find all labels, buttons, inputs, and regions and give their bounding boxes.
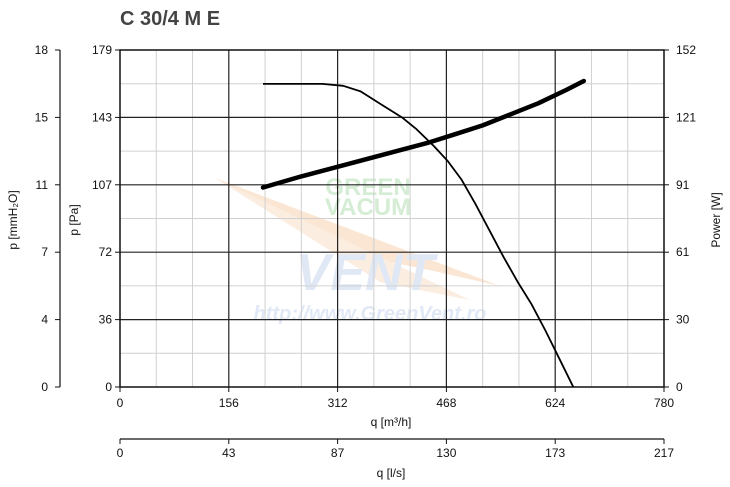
x-tick-label: 156 — [219, 396, 239, 410]
y-tick-label: 36 — [99, 313, 113, 327]
y-tick-label: 179 — [92, 43, 112, 57]
left-outer-axis: 0 4 7 11 15 18 — [35, 43, 61, 394]
y-outer-tick-label: 0 — [41, 380, 48, 394]
y-outer-tick-label: 4 — [41, 313, 48, 327]
watermark-arrow-shape — [215, 178, 500, 286]
y-outer-tick-label: 7 — [41, 245, 48, 259]
y2-axis-label: Power [W] — [709, 192, 723, 247]
x-tick-label: 312 — [328, 396, 348, 410]
y-outer-tick-label: 11 — [36, 178, 49, 192]
y2-tick-label: 121 — [676, 110, 696, 124]
y-outer-tick-label: 18 — [35, 43, 49, 57]
x-tick-label: 780 — [654, 396, 674, 410]
y-tick-label: 143 — [92, 110, 112, 124]
watermark-url-text: http://www.GreenVent.ro — [254, 303, 487, 325]
x-tick-label: 624 — [545, 396, 565, 410]
watermark-green-text: GREEN — [325, 174, 410, 201]
chart-title: C 30/4 M E — [120, 8, 220, 30]
secondary-bottom-axis: 0 43 87 130 173 217 — [117, 438, 674, 460]
y-tick-label: 0 — [105, 380, 112, 394]
watermark-vacum-text: VACUM — [325, 194, 411, 221]
x2-axis-label: q [l/s] — [377, 466, 406, 480]
y2-tick-label: 152 — [676, 43, 696, 57]
left-axis: 0 36 72 107 143 179 — [92, 43, 120, 394]
y-axis-label: p [Pa] — [67, 204, 81, 235]
watermark-brand-text: VENT — [296, 244, 439, 302]
y-outer-tick-label: 15 — [35, 110, 49, 124]
y-outer-axis-label: p [mmH₂O] — [6, 190, 20, 249]
plot-border — [119, 49, 665, 388]
x2-tick-label: 87 — [331, 446, 345, 460]
x2-tick-label: 173 — [545, 446, 565, 460]
y2-tick-label: 30 — [676, 313, 690, 327]
watermark: GREEN VACUM VENT http://www.GreenVent.ro — [215, 174, 500, 325]
y2-tick-label: 0 — [676, 380, 683, 394]
bottom-axis: 0 156 312 468 624 780 — [117, 387, 674, 410]
watermark-arrow-shape — [215, 178, 470, 300]
grid — [120, 50, 664, 387]
right-axis: 0 30 61 91 121 152 — [664, 43, 696, 394]
y-tick-label: 72 — [99, 245, 113, 259]
x2-tick-label: 0 — [117, 446, 124, 460]
x2-tick-label: 43 — [222, 446, 236, 460]
pressure-curve — [263, 83, 575, 388]
power-curve — [260, 78, 587, 190]
x-axis-label: q [m³/h] — [371, 415, 412, 429]
y2-tick-label: 61 — [676, 245, 690, 259]
y-tick-label: 107 — [92, 178, 112, 192]
x2-tick-label: 130 — [436, 446, 456, 460]
x2-tick-label: 217 — [654, 446, 674, 460]
plot-frame — [119, 49, 665, 388]
series-layer — [260, 78, 587, 388]
x-tick-label: 0 — [117, 396, 124, 410]
x-tick-label: 468 — [436, 396, 456, 410]
y2-tick-label: 91 — [676, 178, 690, 192]
